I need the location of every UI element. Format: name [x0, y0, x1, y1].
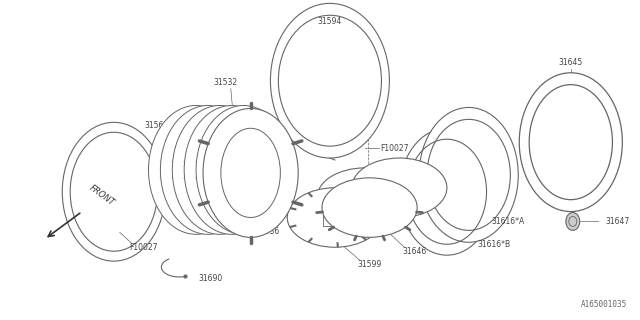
- Text: 31647: 31647: [605, 217, 630, 226]
- Text: 31690: 31690: [199, 275, 223, 284]
- Text: 31536: 31536: [255, 227, 280, 236]
- Ellipse shape: [148, 106, 244, 234]
- Ellipse shape: [519, 73, 622, 212]
- Text: F10027: F10027: [380, 144, 408, 153]
- Ellipse shape: [399, 128, 495, 255]
- Ellipse shape: [317, 168, 412, 228]
- Text: 31646: 31646: [402, 247, 426, 256]
- Text: 31616*B: 31616*B: [477, 240, 510, 249]
- Text: 31616*A: 31616*A: [492, 217, 525, 226]
- Text: A165001035: A165001035: [581, 300, 627, 309]
- Ellipse shape: [352, 158, 447, 218]
- Ellipse shape: [419, 108, 518, 242]
- Ellipse shape: [322, 178, 417, 237]
- Ellipse shape: [566, 212, 580, 230]
- Text: 31567: 31567: [144, 121, 168, 130]
- Ellipse shape: [184, 106, 279, 234]
- Ellipse shape: [62, 122, 165, 261]
- Ellipse shape: [196, 106, 291, 234]
- Text: 31599: 31599: [358, 260, 381, 268]
- Text: 31594: 31594: [318, 17, 342, 26]
- Ellipse shape: [172, 106, 268, 234]
- Text: FRONT: FRONT: [88, 183, 116, 208]
- Ellipse shape: [203, 108, 298, 237]
- Text: 31645: 31645: [559, 58, 583, 67]
- Ellipse shape: [161, 106, 255, 234]
- Text: F10027: F10027: [129, 243, 158, 252]
- Ellipse shape: [287, 188, 383, 247]
- Text: 31532: 31532: [214, 78, 238, 87]
- Ellipse shape: [271, 4, 389, 158]
